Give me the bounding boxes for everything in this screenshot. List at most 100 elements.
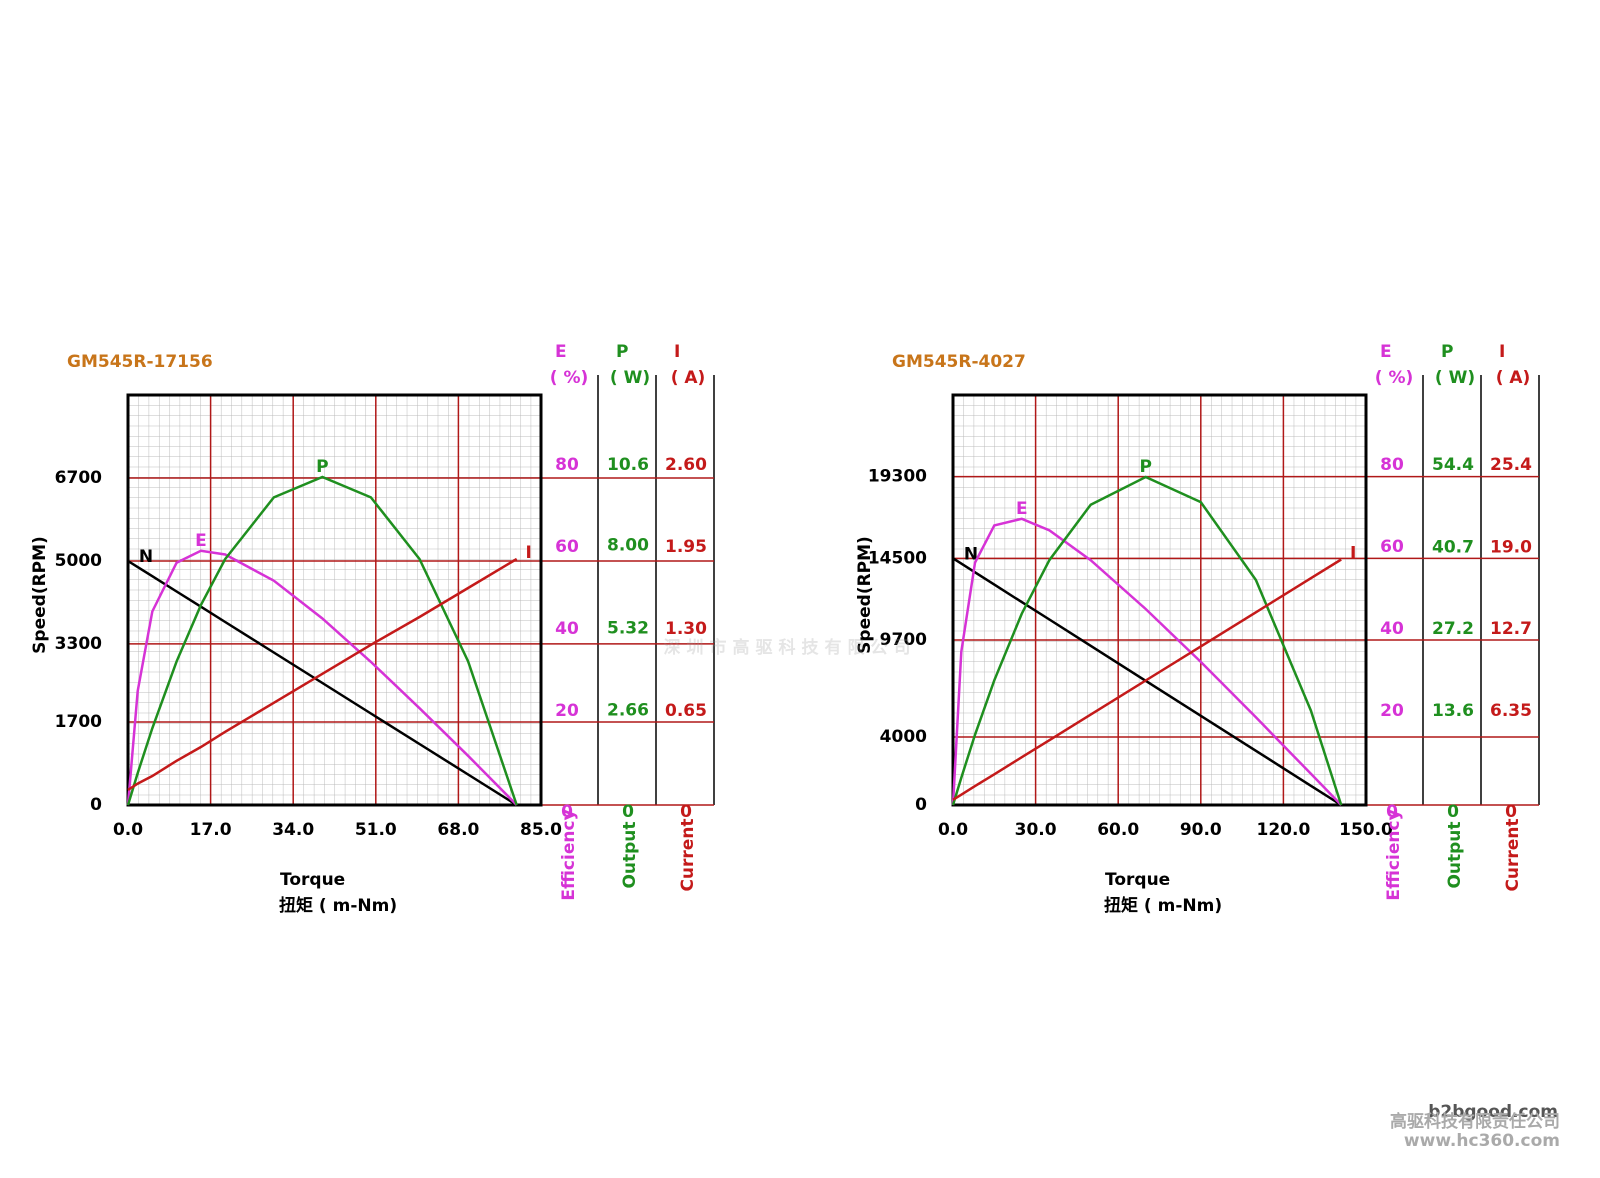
curve <box>126 549 518 806</box>
y-tick-label: 0 <box>915 795 927 815</box>
right-tick-label: 54.4 <box>1432 455 1474 475</box>
x-axis-label: 扭矩 ( m-Nm) <box>279 895 397 916</box>
right-tick-label: 0 <box>1505 802 1517 822</box>
right-tick-label: 80 <box>555 455 579 475</box>
right-tick-label: 8.00 <box>607 535 649 555</box>
axis-letter: P <box>616 342 628 362</box>
x-axis-label: Torque <box>1105 870 1170 890</box>
axis-unit: ( W) <box>610 368 650 388</box>
axis-name: Current <box>1503 818 1523 891</box>
axis-name: Efficiency <box>1384 809 1404 900</box>
axis-name: Current <box>678 818 698 891</box>
plot-border <box>951 393 1368 807</box>
right-tick-label: 2.60 <box>665 455 707 475</box>
curve-label: E <box>1016 499 1028 519</box>
y-tick-label: 5000 <box>55 551 102 571</box>
right-tick-label: 0 <box>561 802 573 822</box>
x-tick-label: 90.0 <box>1180 820 1222 840</box>
y-tick-label: 6700 <box>55 468 102 488</box>
right-tick-label: 19.0 <box>1490 538 1532 558</box>
footer-text: b2bgood.com <box>1428 1102 1558 1122</box>
axis-letter: E <box>555 342 567 362</box>
footer-text: www.hc360.com <box>1404 1131 1560 1151</box>
footer-text: 高驱科技有限责任公司 <box>1390 1111 1560 1132</box>
curve-label: E <box>195 531 207 551</box>
chart-title: GM545R-17156 <box>67 352 213 372</box>
curve-label: N <box>964 544 978 564</box>
chart-title: GM545R-4027 <box>892 352 1026 372</box>
x-tick-label: 68.0 <box>437 820 479 840</box>
axis-letter: I <box>674 342 680 362</box>
plot-border <box>126 393 543 807</box>
curve-label: P <box>316 457 328 477</box>
x-tick-label: 51.0 <box>355 820 397 840</box>
right-tick-label: 27.2 <box>1432 619 1474 639</box>
right-tick-label: 60 <box>1380 537 1404 557</box>
curve-label: I <box>526 543 532 563</box>
y-tick-label: 19300 <box>868 467 927 487</box>
x-tick-label: 60.0 <box>1097 820 1139 840</box>
y-tick-label: 0 <box>90 795 102 815</box>
axis-name: Output <box>1445 821 1465 888</box>
x-axis-label: 扭矩 ( m-Nm) <box>1104 895 1222 916</box>
plot-background <box>128 395 541 805</box>
right-tick-label: 6.35 <box>1490 701 1532 721</box>
x-axis-label: Torque <box>280 870 345 890</box>
y-tick-label: 9700 <box>880 630 927 650</box>
x-tick-label: 17.0 <box>190 820 232 840</box>
right-tick-label: 0 <box>1447 802 1459 822</box>
right-tick-label: 0 <box>1386 802 1398 822</box>
right-tick-label: 60 <box>555 537 579 557</box>
y-tick-label: 14500 <box>868 548 927 568</box>
y-axis-label: Speed(RPM) <box>855 536 875 654</box>
watermark: 深圳市高驱科技有限公司 <box>664 637 917 658</box>
curve <box>951 475 1343 806</box>
right-tick-label: 10.6 <box>607 455 649 475</box>
right-tick-label: 0 <box>622 802 634 822</box>
curve <box>951 517 1343 806</box>
right-tick-label: 5.32 <box>607 618 649 638</box>
y-tick-label: 4000 <box>880 727 927 747</box>
curve <box>127 557 518 791</box>
right-tick-label: 80 <box>1380 455 1404 475</box>
right-tick-label: 20 <box>555 701 579 721</box>
axis-unit: ( A) <box>1496 368 1531 388</box>
curve-label: I <box>1350 544 1356 564</box>
x-tick-label: 0.0 <box>938 820 968 840</box>
right-tick-label: 40 <box>555 619 579 639</box>
x-tick-label: 0.0 <box>113 820 143 840</box>
axis-letter: I <box>1499 342 1505 362</box>
curve <box>127 559 518 807</box>
right-tick-label: 0 <box>680 802 692 822</box>
axis-letter: P <box>1441 342 1453 362</box>
x-tick-label: 34.0 <box>272 820 314 840</box>
right-tick-label: 1.95 <box>665 537 707 557</box>
right-tick-label: 25.4 <box>1490 455 1532 475</box>
right-tick-label: 40 <box>1380 619 1404 639</box>
axis-name: Efficiency <box>559 809 579 900</box>
axis-unit: ( %) <box>550 368 589 388</box>
x-tick-label: 120.0 <box>1257 820 1311 840</box>
axis-unit: ( %) <box>1375 368 1414 388</box>
right-tick-label: 2.66 <box>607 701 649 721</box>
axis-unit: ( W) <box>1435 368 1475 388</box>
axis-letter: E <box>1380 342 1392 362</box>
x-tick-label: 30.0 <box>1015 820 1057 840</box>
right-tick-label: 12.7 <box>1490 619 1532 639</box>
y-tick-label: 3300 <box>55 634 102 654</box>
y-axis-label: Speed(RPM) <box>30 536 50 654</box>
y-tick-label: 1700 <box>55 712 102 732</box>
curve <box>126 475 518 806</box>
curve <box>952 558 1342 801</box>
right-tick-label: 1.30 <box>665 619 707 639</box>
x-tick-label: 150.0 <box>1339 820 1393 840</box>
plot-background <box>953 395 1366 805</box>
x-tick-label: 85.0 <box>520 820 562 840</box>
curve-label: P <box>1139 457 1151 477</box>
curve-label: N <box>139 547 153 567</box>
right-tick-label: 13.6 <box>1432 701 1474 721</box>
axis-name: Output <box>620 821 640 888</box>
right-tick-label: 0.65 <box>665 701 707 721</box>
right-tick-label: 20 <box>1380 701 1404 721</box>
